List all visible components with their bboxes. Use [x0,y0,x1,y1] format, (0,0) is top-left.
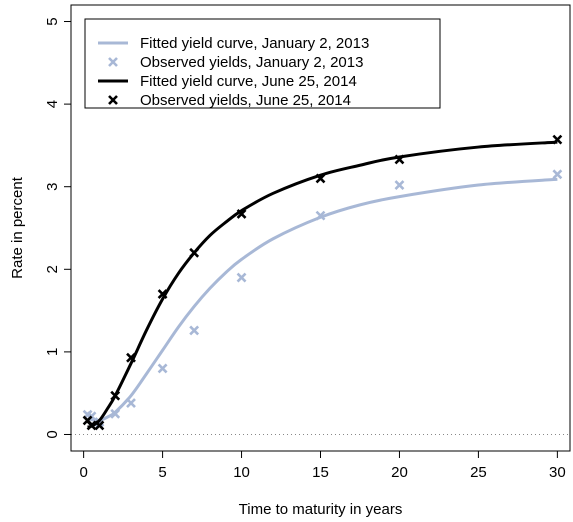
observed-yield-point [394,180,405,190]
x-tick-label: 15 [312,464,329,481]
observed-yield-point [126,352,136,363]
observed-yield-point [394,154,405,165]
observed-yield-point [315,210,326,221]
series-layer [82,134,563,431]
legend-point-swatch [108,95,118,105]
observed-yield-point [315,173,326,184]
legend-label: Fitted yield curve, June 25, 2014 [140,73,357,90]
observed-yield-point [126,398,136,409]
y-tick-label: 4 [44,100,61,108]
legend-label: Observed yields, June 25, 2014 [140,92,351,109]
x-tick-label: 5 [158,464,166,481]
legend-label: Observed yields, January 2, 2013 [140,54,363,71]
observed-yield-point [552,169,563,180]
x-tick-label: 25 [470,464,487,481]
observed-yield-point [110,390,121,401]
x-tick-label: 30 [549,464,566,481]
series-0 [86,177,558,423]
axes: 0 5 10 15 20 25 30 0 1 2 3 4 5 [44,17,566,481]
observed-yield-point [157,289,168,299]
y-tick-label: 3 [44,183,61,191]
observed-yield-point [236,272,247,283]
observed-yield-point [110,408,121,419]
x-axis-title: Time to maturity in years [239,501,403,518]
y-axis-title: Rate in percent [9,176,26,279]
fitted-curve-line [86,177,558,423]
legend-box [84,18,441,109]
y-tick-label: 5 [44,17,61,25]
legend-point-swatch [108,57,118,67]
series-3 [82,134,563,431]
y-tick-label: 2 [44,265,61,273]
observed-yield-point [157,363,168,374]
series-1 [82,169,563,428]
y-tick-label: 0 [44,430,61,438]
y-tick-label: 1 [44,348,61,356]
x-tick-label: 10 [233,464,250,481]
observed-yield-point [236,209,247,219]
x-tick-label: 20 [391,464,408,481]
legend: Fitted yield curve, January 2, 2013 Obser… [84,18,441,109]
observed-yield-point [552,134,563,145]
observed-yield-point [189,247,200,258]
observed-yield-point [94,420,105,431]
legend-label: Fitted yield curve, January 2, 2013 [140,35,369,52]
x-tick-label: 0 [79,464,87,481]
observed-yield-point [86,420,97,431]
observed-yield-point [189,325,200,336]
